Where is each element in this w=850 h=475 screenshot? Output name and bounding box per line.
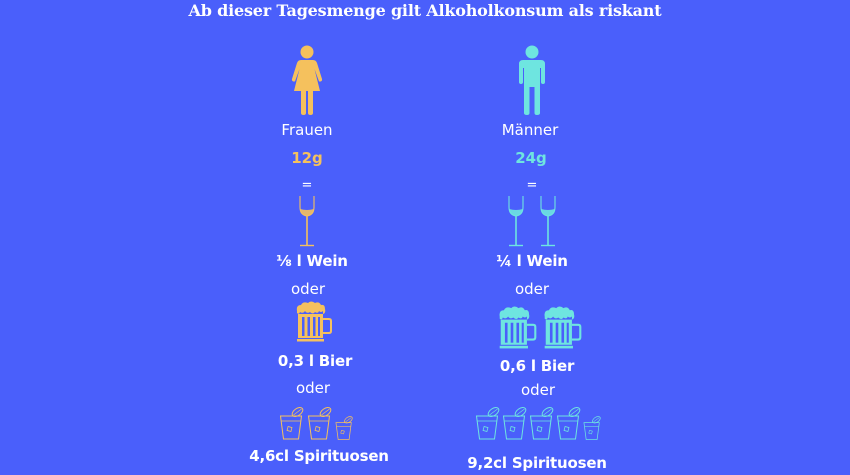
wine-glass-icon: [506, 195, 526, 247]
wine-glass-icon: [297, 195, 317, 247]
women-beer-label: 0,3 l Bier: [277, 352, 353, 370]
women-or-2: oder: [295, 379, 331, 397]
men-wine-icons: [506, 195, 558, 247]
beer-mug-icon: [497, 306, 539, 350]
shot-glass-icon: [556, 407, 582, 441]
shot-glass-icon: [279, 407, 305, 441]
beer-mug-icon: [542, 306, 584, 350]
men-or-1: oder: [514, 280, 550, 298]
women-spirits-icons: [279, 407, 354, 441]
men-spirits-label: 9,2cl Spirituosen: [467, 454, 607, 472]
men-or-2: oder: [520, 381, 556, 399]
men-grams: 24g: [515, 149, 547, 167]
men-label: Männer: [501, 121, 559, 139]
male-person-icon: [517, 45, 547, 115]
women-label: Frauen: [281, 121, 333, 139]
men-beer-label: 0,6 l Bier: [499, 357, 575, 375]
shot-glass-small-icon: [583, 416, 602, 441]
shot-glass-icon: [529, 407, 555, 441]
women-grams: 12g: [291, 149, 323, 167]
shot-glass-icon: [502, 407, 528, 441]
men-equals: =: [526, 178, 538, 193]
women-beer-icons: [294, 301, 334, 343]
page-title: Ab dieser Tagesmenge gilt Alkoholkonsum …: [188, 1, 662, 20]
women-equals: =: [301, 178, 313, 193]
shot-glass-icon: [307, 407, 333, 441]
shot-glass-icon: [475, 407, 501, 441]
wine-glass-icon: [538, 195, 558, 247]
women-spirits-label: 4,6cl Spirituosen: [249, 447, 389, 465]
shot-glass-small-icon: [335, 416, 354, 441]
men-beer-icons: [497, 306, 584, 350]
women-wine-label: ⅛ l Wein: [276, 252, 348, 270]
female-person-icon: [291, 45, 323, 115]
men-wine-label: ¼ l Wein: [496, 252, 568, 270]
men-spirits-icons: [475, 407, 602, 441]
beer-mug-icon: [294, 301, 334, 343]
women-or-1: oder: [290, 280, 326, 298]
women-wine-icons: [297, 195, 317, 247]
